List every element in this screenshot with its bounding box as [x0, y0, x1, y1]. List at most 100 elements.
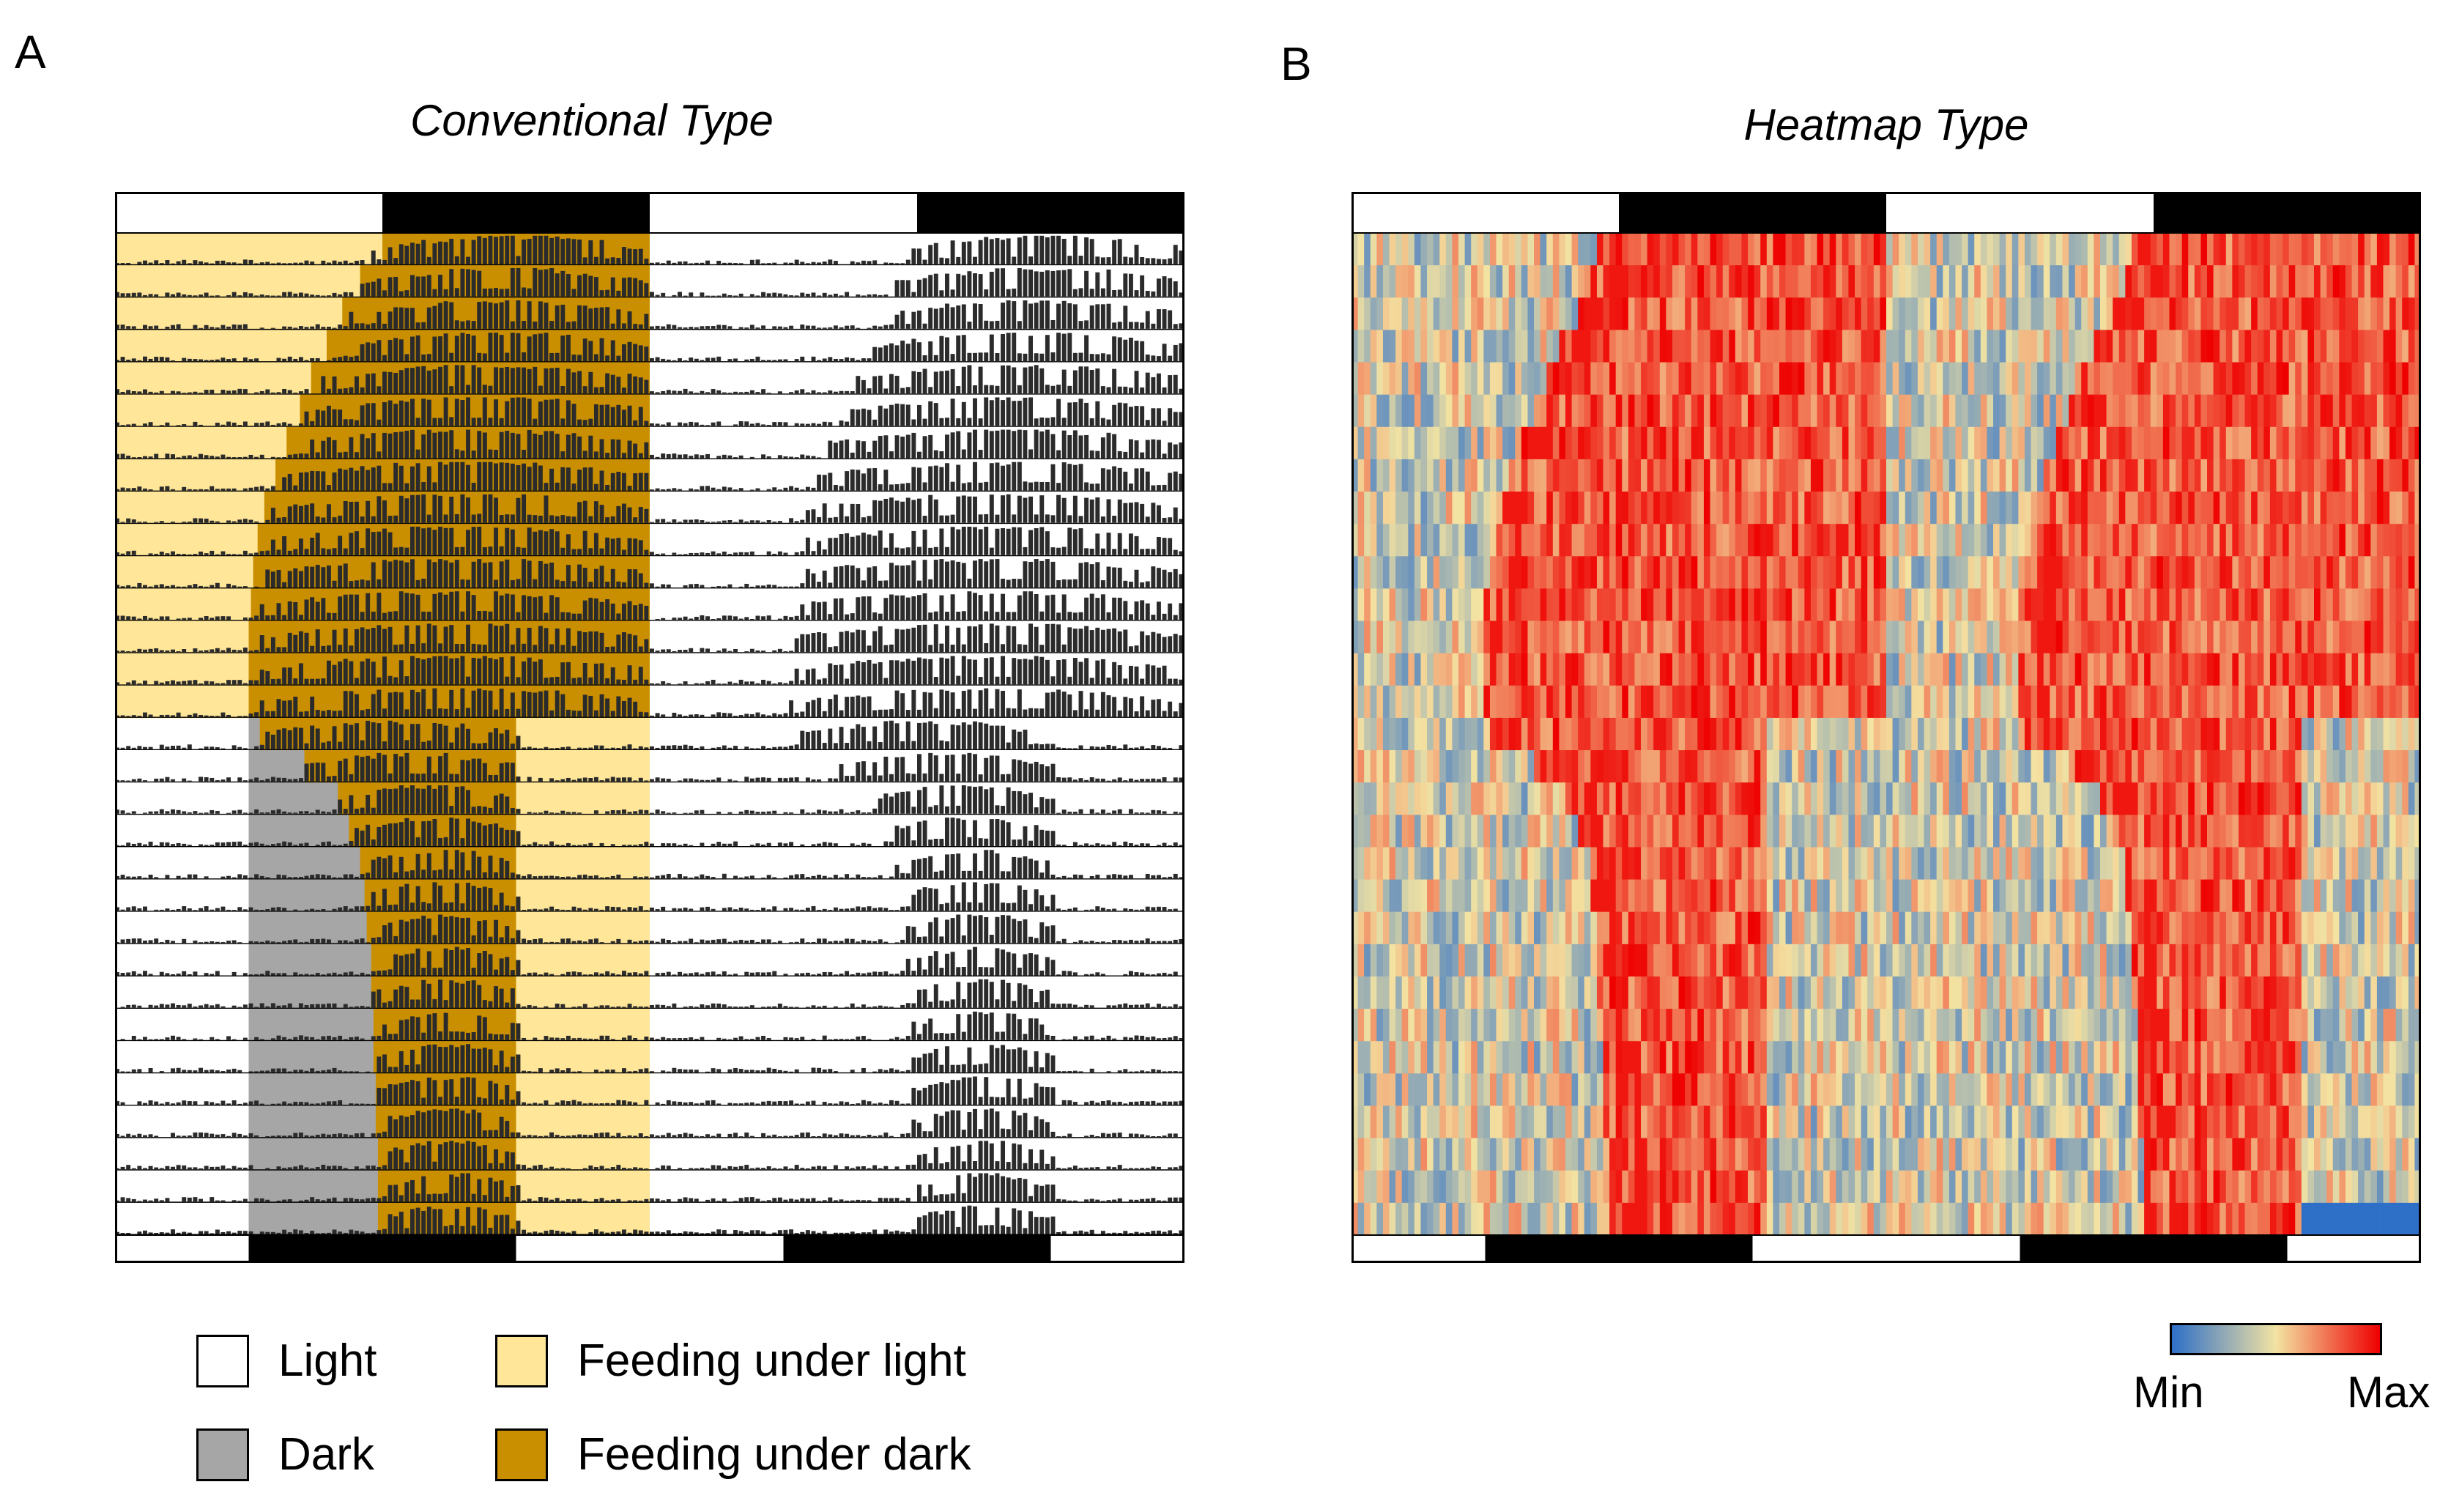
activity-bar [945, 434, 949, 459]
activity-bar [1162, 613, 1167, 620]
activity-bar [360, 466, 365, 491]
activity-bar [961, 882, 966, 911]
activity-bar [989, 593, 994, 620]
activity-bar [933, 984, 938, 1008]
activity-bar [182, 778, 187, 782]
activity-bar [460, 1031, 465, 1040]
activity-bar [466, 1044, 470, 1072]
activity-bar [482, 872, 487, 879]
activity-bar [749, 1039, 754, 1040]
activity-bar [471, 514, 476, 523]
activity-bar [560, 909, 566, 911]
activity-bar [527, 301, 532, 329]
activity-bar [265, 615, 270, 620]
activity-bar [1050, 464, 1056, 491]
activity-bar [421, 322, 426, 329]
activity-bar [989, 1012, 994, 1040]
activity-bar [1134, 747, 1139, 749]
activity-bar [967, 724, 972, 749]
activity-bar [499, 689, 504, 717]
activity-bar [1179, 679, 1184, 685]
activity-bar [226, 680, 231, 685]
activity-bar [694, 942, 699, 944]
activity-bar [560, 1004, 566, 1008]
activity-bar [1156, 568, 1161, 588]
activity-bar [900, 1038, 905, 1040]
activity-bar [711, 714, 716, 717]
activity-bar [989, 935, 994, 944]
feeding-light-region [516, 1105, 650, 1139]
activity-bar [421, 659, 426, 685]
activity-bar [800, 844, 805, 846]
activity-bar [1006, 742, 1011, 749]
activity-bar [984, 757, 989, 782]
activity-bar [282, 536, 287, 555]
activity-bar [231, 810, 237, 814]
activity-bar [259, 1039, 264, 1040]
activity-bar [733, 974, 738, 976]
activity-bar [856, 629, 861, 653]
activity-bar [989, 755, 994, 782]
activity-bar [560, 645, 566, 653]
activity-bar [1134, 322, 1139, 329]
activity-bar [377, 1035, 382, 1040]
activity-bar [254, 423, 259, 426]
activity-bar [950, 755, 955, 782]
activity-bar [900, 741, 905, 749]
activity-bar [304, 389, 309, 394]
activity-bar [638, 777, 643, 782]
activity-bar [360, 405, 365, 426]
activity-bar [338, 661, 343, 685]
activity-bar [749, 648, 754, 653]
activity-bar [577, 677, 582, 685]
activity-bar [410, 336, 415, 362]
activity-bar [298, 843, 303, 846]
activity-bar [438, 592, 442, 620]
activity-bar [388, 969, 393, 976]
activity-bar [204, 650, 209, 653]
activity-bar [199, 489, 203, 491]
activity-bar [1084, 941, 1089, 944]
activity-bar [371, 938, 376, 944]
activity-bar [522, 1037, 527, 1040]
activity-bar [566, 612, 571, 620]
activity-bar [404, 625, 409, 653]
activity-bar [438, 708, 442, 717]
activity-bar [393, 722, 398, 749]
activity-bar [733, 391, 738, 394]
activity-bar [894, 565, 900, 588]
activity-bar [1179, 603, 1184, 620]
activity-bar [689, 488, 694, 491]
activity-bar [1039, 656, 1045, 685]
activity-bar [744, 1102, 749, 1105]
activity-bar [343, 659, 348, 685]
activity-bar [131, 1004, 136, 1008]
activity-bar [700, 615, 705, 620]
activity-bar [571, 906, 576, 911]
activity-bar [159, 1103, 164, 1105]
activity-bar [1173, 615, 1178, 620]
activity-bar [549, 267, 555, 297]
activity-bar [533, 876, 538, 879]
activity-bar [494, 288, 499, 297]
activity-bar [1179, 1006, 1184, 1008]
activity-bar [449, 1045, 454, 1072]
activity-bar [1156, 485, 1161, 491]
activity-bar [287, 779, 292, 782]
activity-bar [393, 754, 398, 782]
activity-bar [126, 1004, 131, 1008]
activity-bar [978, 1064, 983, 1072]
activity-bar [867, 941, 872, 944]
activity-bar [817, 262, 822, 264]
activity-bar [1012, 1013, 1017, 1040]
activity-bar [678, 714, 682, 717]
activity-bar [1045, 659, 1050, 685]
activity-bar [321, 410, 326, 426]
activity-bar [733, 1067, 738, 1072]
activity-bar [833, 293, 838, 297]
activity-bar [1045, 237, 1050, 264]
activity-bar [338, 799, 343, 814]
activity-bar [259, 294, 264, 297]
activity-bar [510, 1100, 515, 1105]
activity-bar [438, 418, 442, 426]
